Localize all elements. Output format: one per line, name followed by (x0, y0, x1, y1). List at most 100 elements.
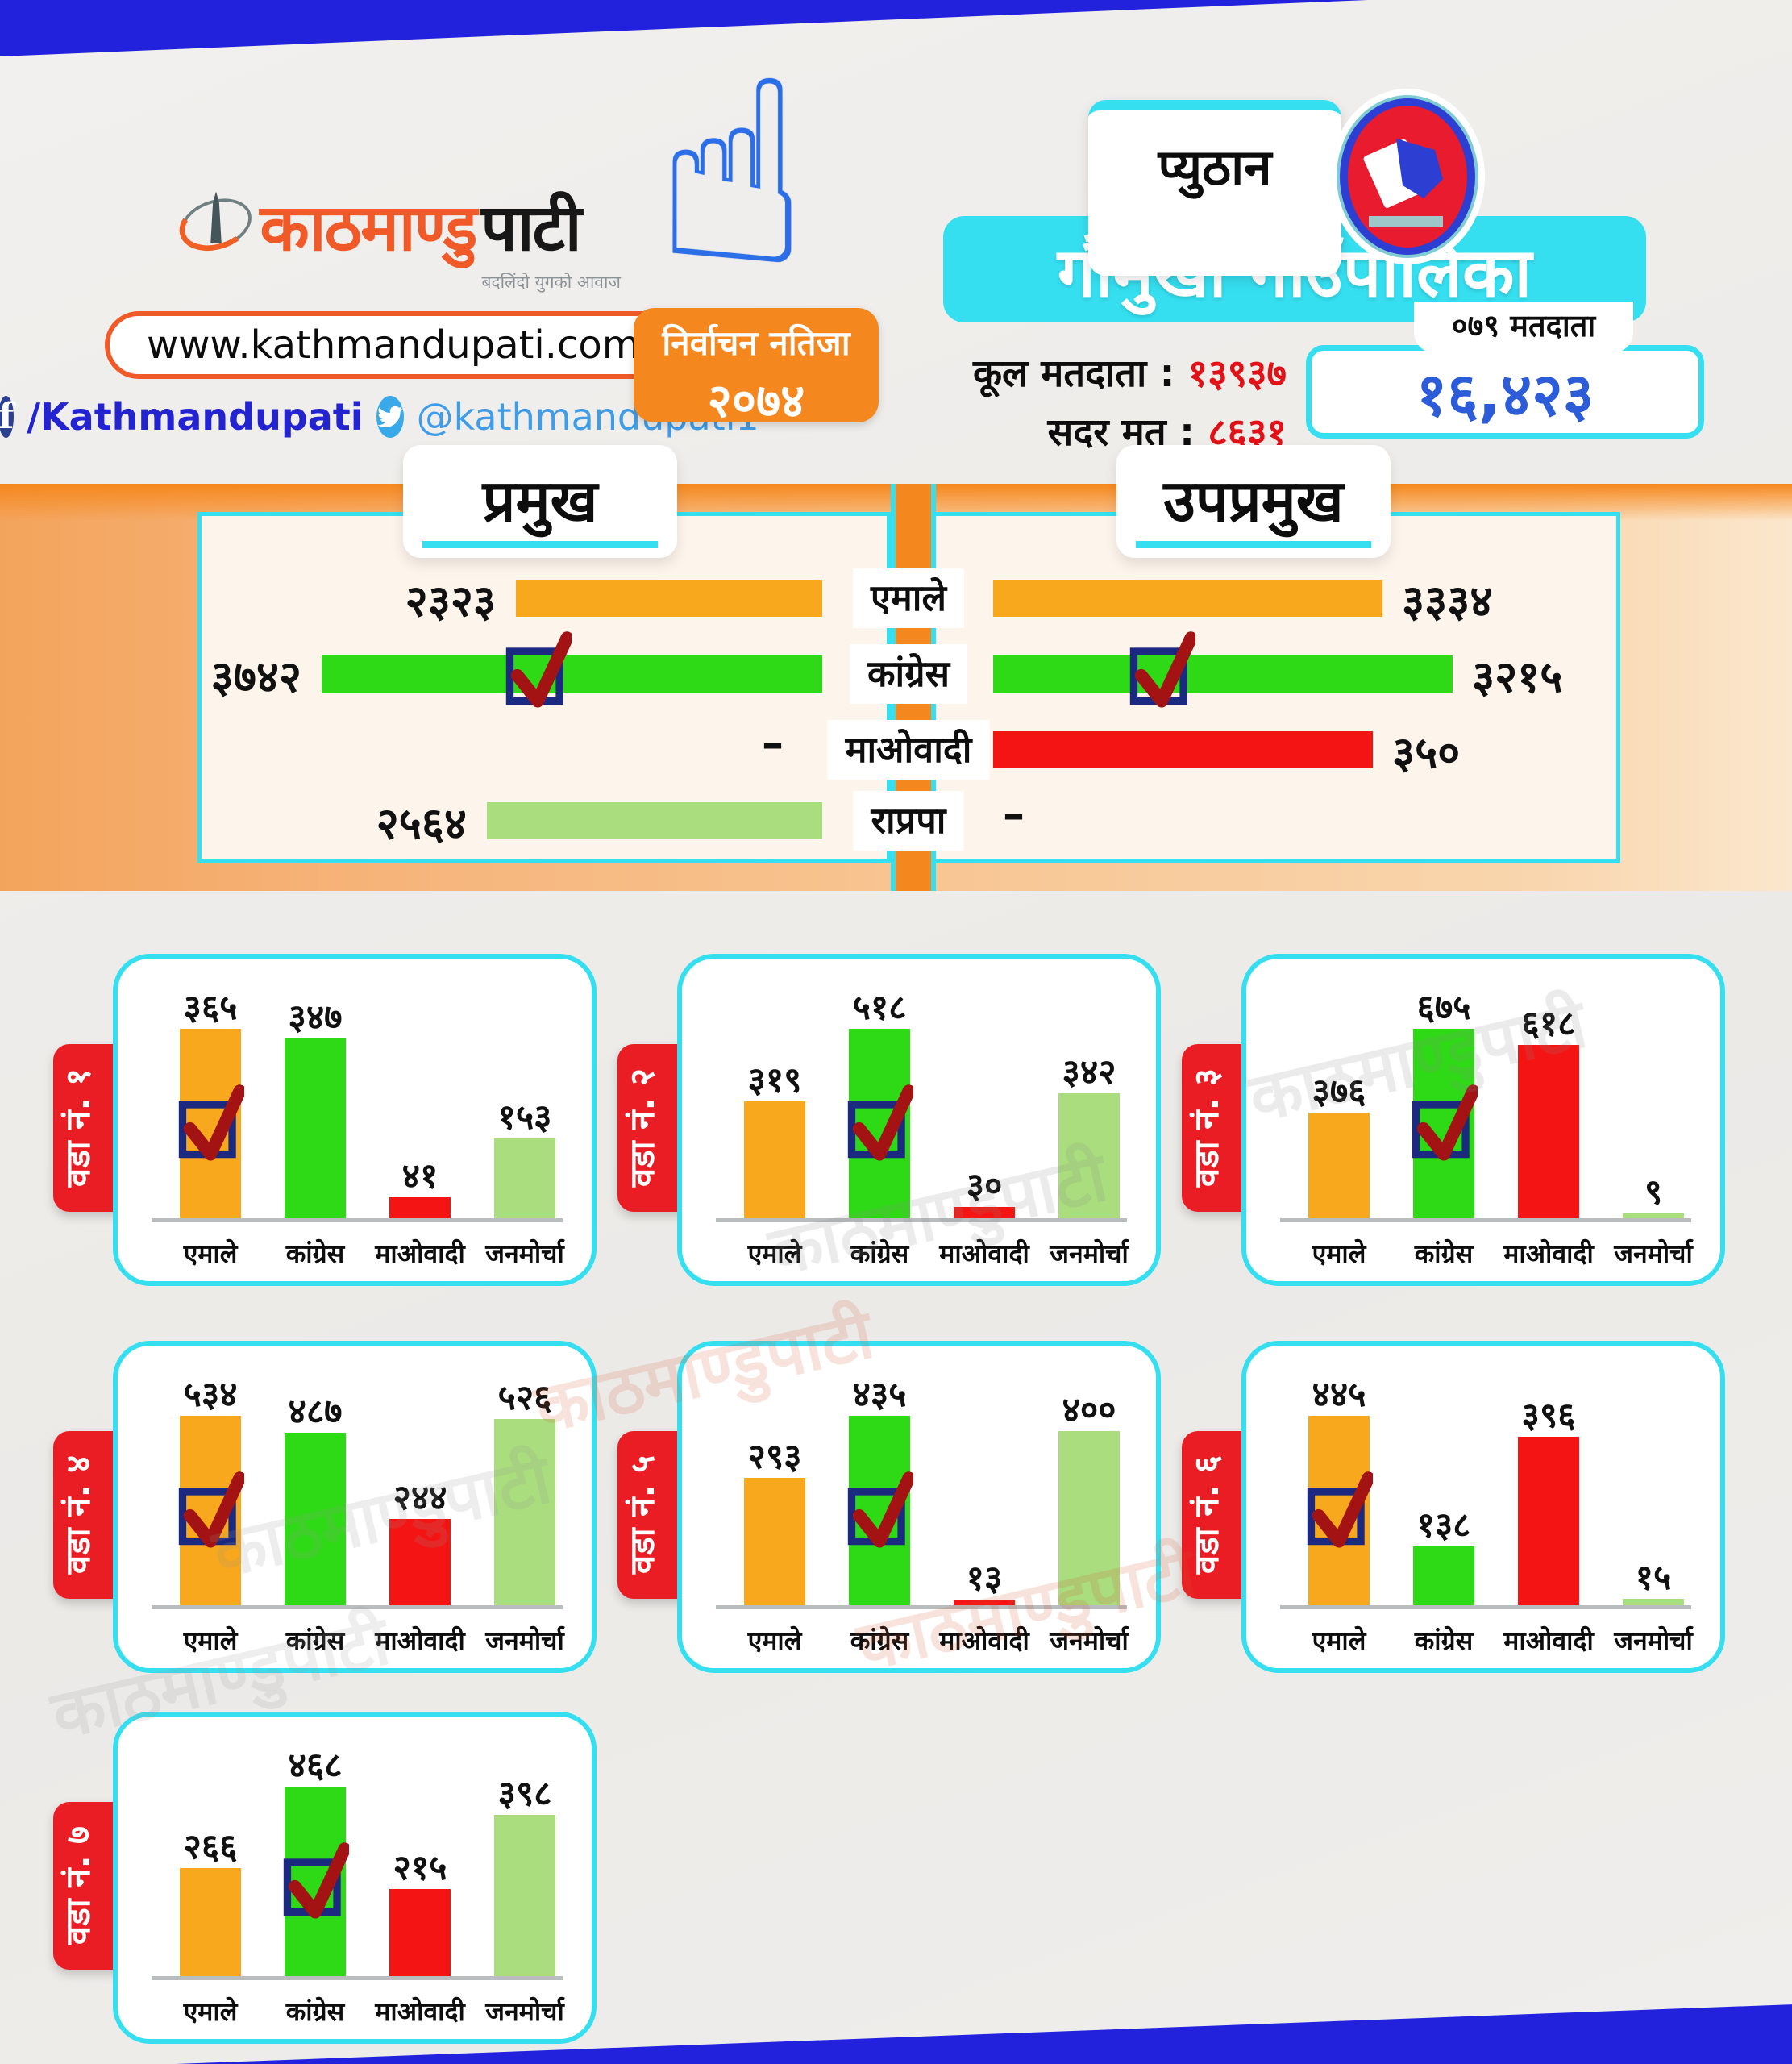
bar-value: २४४ (393, 1478, 447, 1518)
ward-winner-checkmark-icon (177, 1082, 247, 1176)
pramukh-title-box: प्रमुख (403, 445, 677, 558)
pramukh-value: २५६४ (376, 798, 467, 849)
voters-2079-box: १६,४२३ (1306, 345, 1704, 439)
bar-value: १३८ (1416, 1505, 1471, 1546)
bar-value: ३९६ (1521, 1396, 1576, 1436)
bar-value: ५१८ (852, 988, 907, 1028)
bar-जनमोर्चा (1623, 1599, 1684, 1605)
chart-baseline (716, 1605, 1127, 1609)
bar-party-label: एमाले (183, 1238, 238, 1269)
facebook-handle[interactable]: /Kathmandupati (27, 395, 364, 439)
bar-कांग्रेस (285, 1433, 346, 1605)
bar-party-label: माओवादी (1503, 1625, 1594, 1656)
ward-tab-label: वडा नं. ३ (1187, 1068, 1226, 1188)
pramukh-value: ३७४२ (210, 651, 301, 702)
ward-tab-label: वडा नं. ५ (622, 1455, 662, 1575)
bar-एमाले (1308, 1113, 1370, 1218)
bar-value: ३६५ (183, 988, 238, 1028)
website-link[interactable]: www.kathmandupati.com (105, 311, 682, 379)
bar-party-label: कांग्रेस (285, 1238, 345, 1269)
upapramukh-novalue: – (1003, 789, 1025, 839)
chart-baseline (152, 1218, 563, 1222)
bar-माओवादी (389, 1197, 451, 1218)
bar-party-label: एमाले (1312, 1238, 1366, 1269)
logo-text-orange: काठमाण्डु (260, 190, 477, 265)
bar-party-label: कांग्रेस (1414, 1625, 1474, 1656)
ward-tab-label: वडा नं. २ (622, 1068, 662, 1188)
bar-party-label: एमाले (1312, 1625, 1366, 1656)
bar-माओवादी (954, 1207, 1015, 1218)
bar-value: ३९८ (497, 1774, 552, 1814)
bar-party-label: एमाले (183, 1996, 238, 2027)
chart-baseline (1280, 1218, 1691, 1222)
bar-party-label: कांग्रेस (850, 1238, 909, 1269)
ward-winner-checkmark-icon (177, 1469, 247, 1563)
ward-card-5: २९३ एमाले ४३५ कांग्रेस १३ माओवादी ४०० जनमोर्चा (677, 1341, 1161, 1673)
ward-tab-label: वडा नं. १ (58, 1068, 98, 1188)
bar-value: ३४२ (1062, 1052, 1116, 1092)
pramukh-winner-checkmark-icon (504, 629, 574, 722)
ward-winner-checkmark-icon (281, 1840, 351, 1933)
bar-value: १५ (1635, 1558, 1672, 1598)
bar-party-label: कांग्रेस (285, 1996, 345, 2027)
bar-value: ३७६ (1312, 1072, 1366, 1112)
bar-party-label: जनमोर्चा (485, 1625, 564, 1656)
bar-party-label: माओवादी (375, 1996, 465, 2027)
bar-value: ३१९ (747, 1060, 802, 1101)
bar-party-label: माओवादी (1503, 1238, 1594, 1269)
ward-card-2: ३१९ एमाले ५१८ कांग्रेस ३० माओवादी ३४२ जनमोर्चा (677, 954, 1161, 1286)
bar-party-label: जनमोर्चा (1050, 1238, 1129, 1269)
bar-जनमोर्चा (494, 1815, 555, 1976)
upapramukh-value: ३३३४ (1402, 576, 1493, 626)
bar-माओवादी (389, 1519, 451, 1605)
bar-party-label: कांग्रेस (1414, 1238, 1474, 1269)
total-voters-line: कूल मतदाता : १३९३७ (972, 352, 1287, 396)
bar-एमाले (744, 1101, 805, 1218)
bar-माओवादी (954, 1600, 1015, 1605)
brand-block: काठमाण्डु पाटी बदलिंदो युगको आवाज www.kat… (0, 181, 759, 439)
bar-value: ४०० (1062, 1390, 1116, 1430)
voters-2079-label: ०७९ मतदाता (1414, 302, 1633, 353)
bar-party-label: माओवादी (939, 1238, 1029, 1269)
bar-party-label: एमाले (183, 1625, 238, 1656)
party-label-माओवादी: माओवादी (827, 720, 990, 780)
district-name: प्युठान (1158, 138, 1272, 197)
district-box: प्युठान (1088, 100, 1341, 276)
bar-value: ६७५ (1416, 988, 1471, 1028)
bar-value: ४६८ (288, 1746, 343, 1786)
bar-जनमोर्चा (494, 1138, 555, 1218)
bar-value: ९ (1644, 1172, 1663, 1213)
bar-value: २९३ (747, 1437, 802, 1477)
ward-winner-checkmark-icon (1305, 1469, 1375, 1563)
bar-माओवादी (1518, 1437, 1579, 1605)
bar-value: ४३५ (852, 1375, 907, 1415)
bar-माओवादी (1518, 1045, 1579, 1218)
ward-winner-checkmark-icon (846, 1469, 916, 1563)
party-label-राप्रपा: राप्रपा (853, 791, 964, 851)
upapramukh-title-box: उपप्रमुख (1116, 445, 1391, 558)
bar-value: ६१८ (1521, 1004, 1576, 1044)
bar-value: ५३४ (183, 1375, 238, 1415)
facebook-icon[interactable]: f (0, 396, 15, 438)
upapramukh-title: उपप्रमुख (1163, 467, 1344, 535)
bar-party-label: माओवादी (939, 1625, 1029, 1656)
ward-card-3: ३७६ एमाले ६७५ कांग्रेस ६१८ माओवादी ९ जनमोर्चा (1241, 954, 1725, 1286)
bar-party-label: माओवादी (375, 1625, 465, 1656)
upapramukh-value: ३२१५ (1472, 651, 1563, 702)
pramukh-bar-राप्रपा (487, 802, 822, 839)
bar-कांग्रेस (285, 1038, 346, 1218)
bar-value: २६६ (183, 1827, 238, 1867)
upapramukh-winner-checkmark-icon (1128, 629, 1198, 722)
bar-party-label: एमाले (747, 1625, 802, 1656)
logo-text-black: पाटी (480, 190, 581, 265)
ward-tab-label: वडा नं. ४ (58, 1455, 98, 1575)
twitter-icon[interactable] (376, 396, 404, 438)
party-label-कांग्रेस: कांग्रेस (849, 644, 968, 704)
upapramukh-bar-एमाले (993, 580, 1382, 617)
voters-2079-value: १६,४२३ (1416, 360, 1595, 430)
bar-माओवादी (389, 1889, 451, 1976)
chart-baseline (152, 1976, 563, 1980)
bar-party-label: जनमोर्चा (1614, 1238, 1693, 1269)
chart-baseline (716, 1218, 1127, 1222)
bar-एमाले (744, 1478, 805, 1605)
